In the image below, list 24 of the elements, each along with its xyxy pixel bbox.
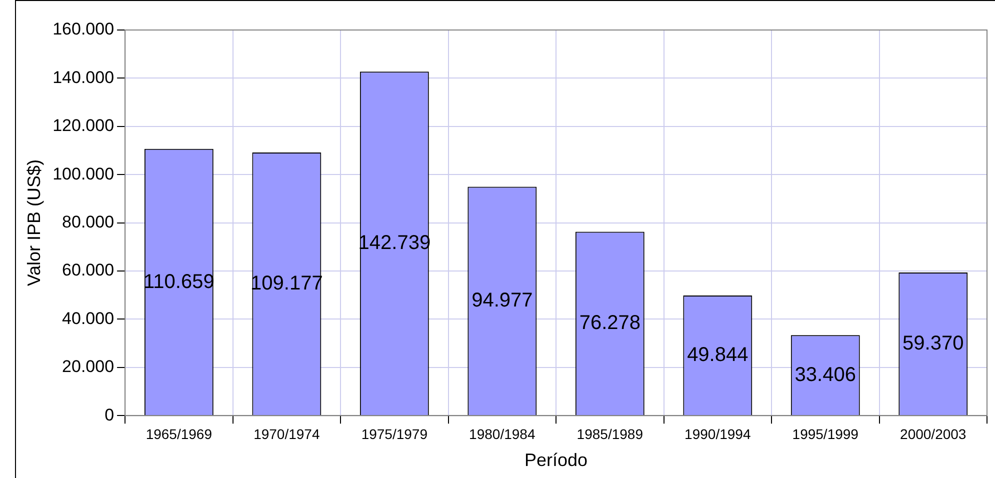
y-tick-label: 40.000 — [62, 308, 114, 328]
y-tick-label: 60.000 — [62, 260, 114, 280]
data-label: 76.278 — [579, 312, 640, 334]
y-tick-label: 160.000 — [52, 20, 114, 39]
y-tick-label: 120.000 — [52, 116, 114, 136]
x-tick-label: 1965/1969 — [146, 426, 212, 442]
data-label: 49.844 — [687, 344, 748, 366]
x-tick-label: 2000/2003 — [900, 426, 966, 442]
x-tick-label: 1995/1999 — [792, 426, 859, 442]
y-tick-label: 100.000 — [52, 164, 114, 184]
x-tick-label: 1985/1989 — [576, 426, 644, 442]
x-tick-label: 1990/1994 — [684, 426, 751, 442]
data-label: 94.977 — [472, 290, 533, 312]
y-tick-label: 20.000 — [62, 357, 114, 376]
y-tick-label: 140.000 — [52, 68, 114, 87]
x-axis-title: Período — [524, 450, 588, 470]
y-tick-label: 80.000 — [62, 212, 114, 232]
data-label: 59.370 — [902, 332, 964, 355]
y-axis-title: Valor IPB (US$) — [24, 159, 44, 286]
x-tick-label: 1975/1979 — [361, 426, 428, 442]
x-tick-label: 1970/1974 — [254, 426, 320, 442]
x-tick-label: 1980/1984 — [469, 426, 536, 442]
y-tick-label: 0 — [104, 405, 114, 424]
data-label: 33.406 — [794, 364, 856, 386]
